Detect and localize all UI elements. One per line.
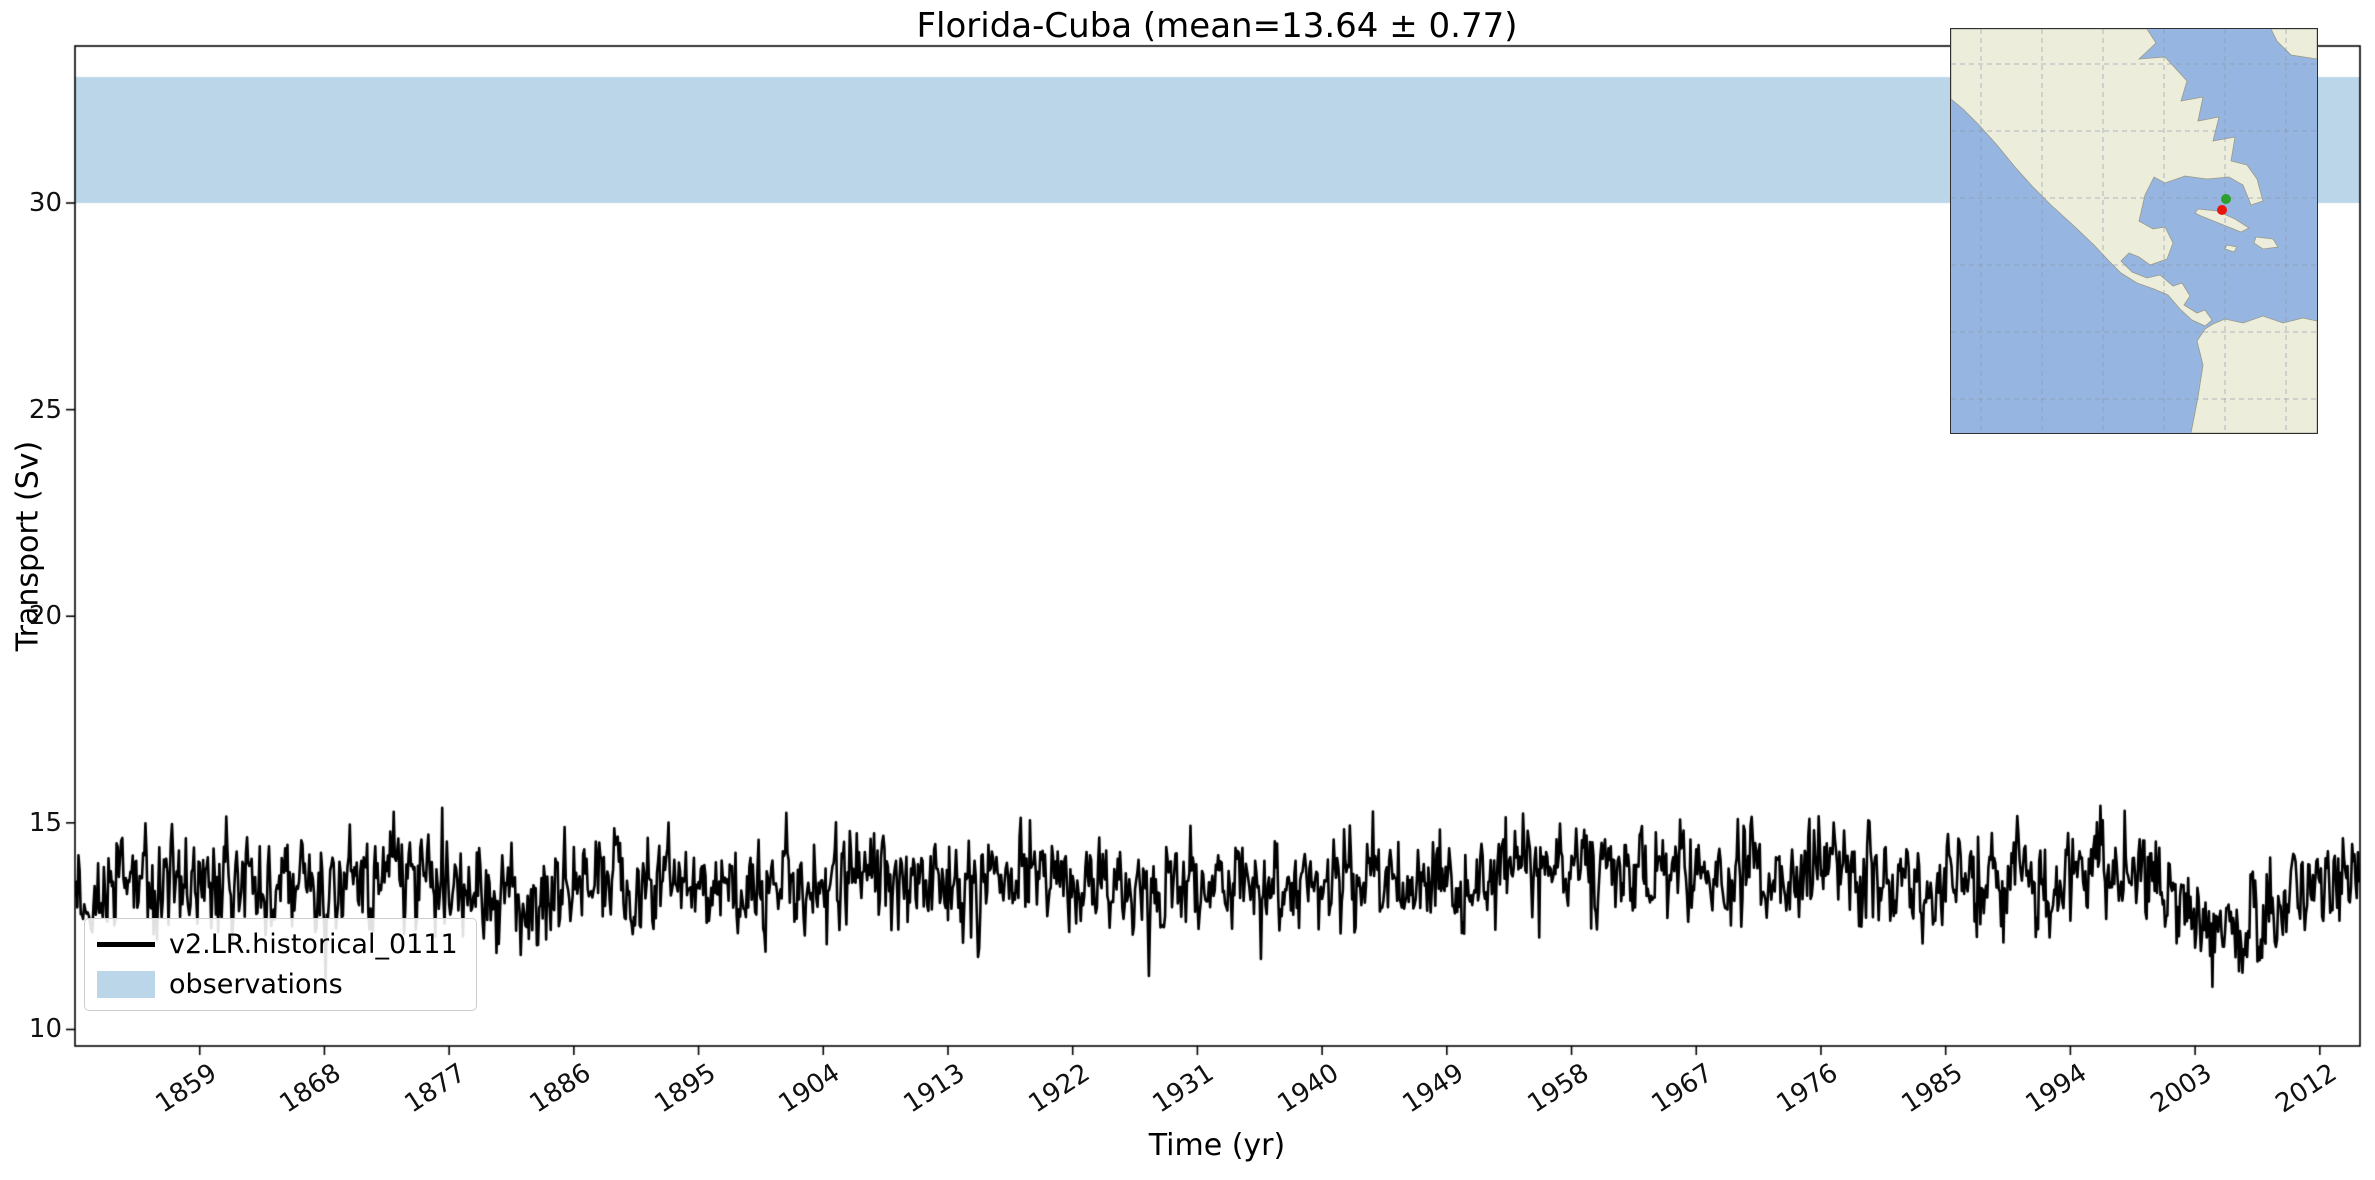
x-tick-label: 1958 (1522, 1058, 1594, 1120)
x-tick-label: 1976 (1771, 1058, 1844, 1120)
inset-map (1950, 28, 2318, 434)
x-tick-label: 1913 (898, 1058, 971, 1120)
y-tick-label: 15 (28, 807, 62, 838)
north-america-landmass (1951, 29, 2264, 327)
x-tick-label: 1868 (274, 1058, 347, 1120)
x-tick-label: 1931 (1147, 1058, 1220, 1120)
x-tick-label: 1886 (524, 1058, 597, 1120)
station-marker-red (2217, 205, 2227, 215)
x-tick-label: 1985 (1896, 1058, 1969, 1120)
greenland-landmass (2270, 29, 2317, 60)
legend-patch-swatch (97, 971, 155, 998)
map-gridlines (1951, 29, 2317, 433)
south-america-landmass (2190, 315, 2317, 433)
jamaica-island (2224, 244, 2238, 253)
x-tick-label: 1895 (649, 1058, 721, 1120)
x-tick-label: 1940 (1272, 1058, 1345, 1120)
legend-entry-observations: observations (97, 969, 458, 1000)
legend-label-observations: observations (169, 969, 343, 1000)
x-tick-label: 1994 (2020, 1058, 2093, 1120)
x-tick-label: 1922 (1023, 1058, 1096, 1120)
inset-landmasses (1951, 29, 2317, 433)
x-tick-label: 1967 (1646, 1058, 1719, 1120)
station-marker-green (2221, 194, 2231, 204)
hispaniola-island (2253, 236, 2279, 250)
y-tick-label: 25 (28, 394, 62, 425)
legend-line-swatch (97, 942, 155, 947)
y-tick-label: 10 (28, 1014, 62, 1045)
y-tick-label: 20 (28, 601, 62, 632)
legend-box: v2.LR.historical_0111 observations (84, 918, 477, 1011)
x-tick-label: 1859 (150, 1058, 223, 1120)
x-tick-label: 2012 (2270, 1058, 2343, 1120)
legend-label-model: v2.LR.historical_0111 (169, 929, 458, 960)
x-tick-label: 1904 (773, 1058, 846, 1120)
x-axis-label: Time (yr) (1148, 1128, 1286, 1163)
y-tick-label: 30 (28, 188, 62, 219)
x-tick-label: 1949 (1397, 1058, 1470, 1120)
x-tick-label: 1877 (399, 1058, 472, 1120)
chart-title: Florida-Cuba (mean=13.64 ± 0.77) (916, 6, 1518, 46)
x-tick-label: 2003 (2145, 1058, 2218, 1120)
legend-entry-model: v2.LR.historical_0111 (97, 929, 458, 960)
